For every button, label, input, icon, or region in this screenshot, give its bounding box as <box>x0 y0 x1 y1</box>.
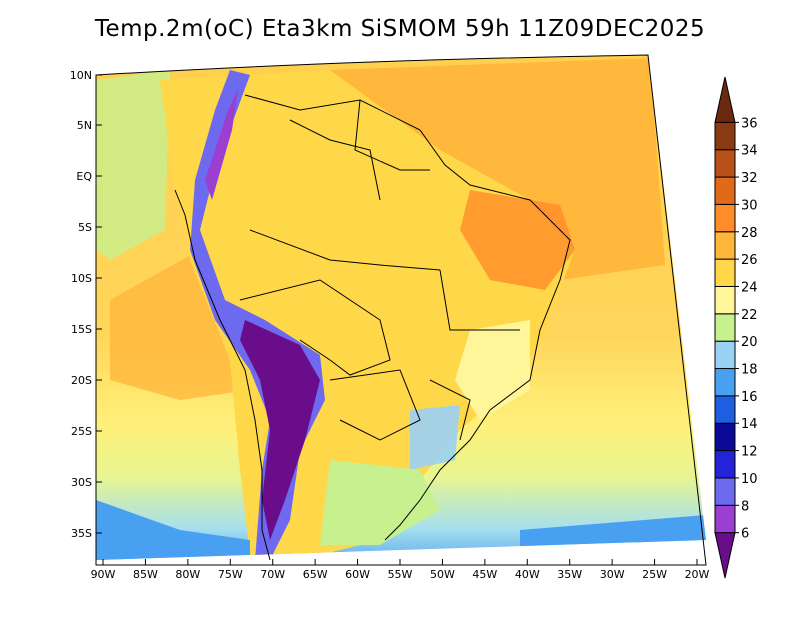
lon-label: 35W <box>557 568 582 581</box>
colorbar-swatch <box>714 368 736 397</box>
colorbar-swatch <box>714 477 736 506</box>
colorbar-label: 16 <box>741 390 758 405</box>
colorbar-label: 24 <box>741 280 758 295</box>
colorbar-swatch <box>714 313 736 342</box>
colorbar-swatch <box>714 76 736 123</box>
colorbar-swatch <box>714 422 736 452</box>
colorbar-swatch <box>714 149 736 178</box>
colorbar-label: 8 <box>741 499 749 514</box>
lon-label: 50W <box>430 568 455 581</box>
colorbar-label: 36 <box>741 116 758 131</box>
lon-label: 85W <box>133 568 158 581</box>
lon-label: 45W <box>472 568 497 581</box>
lat-label: 20S <box>71 374 92 387</box>
colorbar-swatch <box>714 285 736 315</box>
colorbar-swatch <box>714 258 736 287</box>
country-borders <box>174 94 571 561</box>
latitude-axis: 10N 5N EQ 5S 10S 15S 20S 25S 30S 35S <box>70 69 102 540</box>
colorbar-swatch <box>714 121 736 151</box>
colorbar-swatch <box>714 395 736 424</box>
colorbar-label: 18 <box>741 363 758 378</box>
temperature-field <box>96 55 706 560</box>
colorbar-label: 32 <box>741 171 758 186</box>
colorbar-label: 28 <box>741 226 758 241</box>
colorbar-label: 26 <box>741 253 758 268</box>
colorbar-swatch <box>714 532 736 579</box>
lon-label: 40W <box>515 568 540 581</box>
colorbar-label: 14 <box>741 417 758 432</box>
lat-label: 5S <box>78 221 92 234</box>
lat-label: EQ <box>76 170 92 183</box>
map-frame <box>95 54 707 566</box>
lon-label: 80W <box>175 568 200 581</box>
colorbar-swatch <box>714 203 736 233</box>
lon-label: 55W <box>388 568 413 581</box>
colorbar-swatch <box>714 231 736 260</box>
colorbar-label: 6 <box>741 527 749 542</box>
colorbar-label: 34 <box>741 144 758 159</box>
lat-label: 35S <box>71 527 92 540</box>
lon-label: 65W <box>303 568 328 581</box>
lon-label: 60W <box>345 568 370 581</box>
colorbar-swatch <box>714 450 736 479</box>
lat-label: 15S <box>71 323 92 336</box>
lat-label: 25S <box>71 425 92 438</box>
colorbar-label: 30 <box>741 198 758 213</box>
colorbar-label: 22 <box>741 308 758 323</box>
colorbar-label: 10 <box>741 472 758 487</box>
colorbar: 6 8 10 12 14 16 18 20 22 24 26 28 30 32 34 36 <box>714 76 758 579</box>
colorbar-swatch <box>714 176 736 205</box>
lon-label: 20W <box>685 568 710 581</box>
lon-label: 25W <box>642 568 667 581</box>
lat-label: 5N <box>77 119 92 132</box>
colorbar-swatch <box>714 340 736 370</box>
map-title: Temp.2m(oC) Eta3km SiSMOM 59h 11Z09DEC20… <box>94 16 706 42</box>
colorbar-label: 12 <box>741 445 758 460</box>
longitude-axis: 90W 85W 80W 75W 70W 65W 60W 55W 50W 45W 40W 35W 30W 2… <box>91 559 710 581</box>
colorbar-swatch <box>714 504 736 534</box>
lat-label: 30S <box>71 476 92 489</box>
lon-label: 75W <box>218 568 243 581</box>
lat-label: 10N <box>70 69 92 82</box>
lon-label: 70W <box>260 568 285 581</box>
lat-label: 10S <box>71 272 92 285</box>
lon-label: 90W <box>91 568 116 581</box>
lon-label: 30W <box>600 568 625 581</box>
colorbar-label: 20 <box>741 335 758 350</box>
